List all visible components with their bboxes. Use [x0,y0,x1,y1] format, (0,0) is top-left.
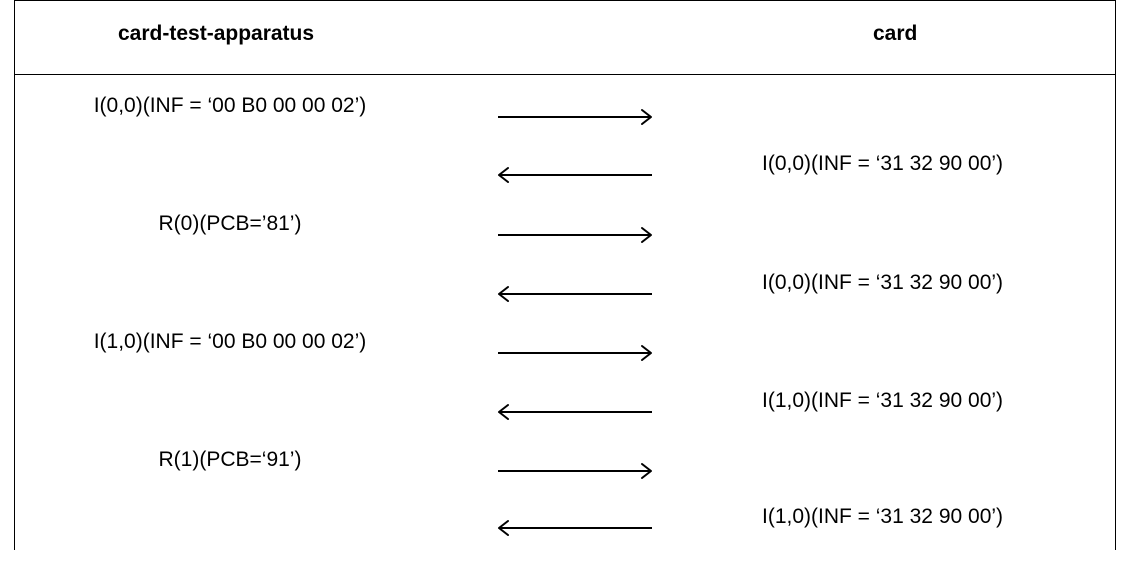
message-row-7: R(1)(PCB=‘91’) [0,448,1130,508]
message-text: I(1,0)(INF = ‘31 32 90 00’) [762,389,1004,412]
message-text: I(1,0)(INF = ‘31 32 90 00’) [762,505,1004,528]
arrow-left-icon [498,286,652,302]
arrow-head [641,345,652,361]
arrow-head [498,167,509,183]
arrow-head [641,109,652,125]
message-text: I(1,0)(INF = ‘00 B0 00 00 02’) [93,330,367,353]
arrow-left-icon [498,167,652,183]
arrow-right-icon [498,227,652,243]
sequence-table-frame [14,0,1116,550]
table-top-border [14,0,1116,1]
message-row-1: I(0,0)(INF = ‘00 B0 00 00 02’) [0,94,1130,154]
message-text: I(0,0)(INF = ‘31 32 90 00’) [762,152,1004,175]
arrow-head [498,404,509,420]
arrow-left-icon [498,520,652,536]
arrow-left-icon [498,404,652,420]
arrow-head [498,286,509,302]
header-card: card [873,22,918,45]
message-text: R(1)(PCB=‘91’) [158,448,302,471]
message-row-4: I(0,0)(INF = ‘31 32 90 00’) [0,271,1130,331]
arrow-right-icon [498,109,652,125]
arrow-head [641,227,652,243]
message-text: I(0,0)(INF = ‘31 32 90 00’) [762,271,1004,294]
message-row-3: R(0)(PCB=’81’) [0,212,1130,272]
header-divider [14,74,1116,75]
arrow-head [498,520,509,536]
message-text: I(0,0)(INF = ‘00 B0 00 00 02’) [93,94,367,117]
arrow-right-icon [498,463,652,479]
message-row-2: I(0,0)(INF = ‘31 32 90 00’) [0,152,1130,212]
arrow-right-icon [498,345,652,361]
message-row-6: I(1,0)(INF = ‘31 32 90 00’) [0,389,1130,449]
message-row-5: I(1,0)(INF = ‘00 B0 00 00 02’) [0,330,1130,390]
message-row-8: I(1,0)(INF = ‘31 32 90 00’) [0,505,1130,565]
arrow-head [641,463,652,479]
message-text: R(0)(PCB=’81’) [158,212,302,235]
header-card-test-apparatus: card-test-apparatus [118,22,315,45]
